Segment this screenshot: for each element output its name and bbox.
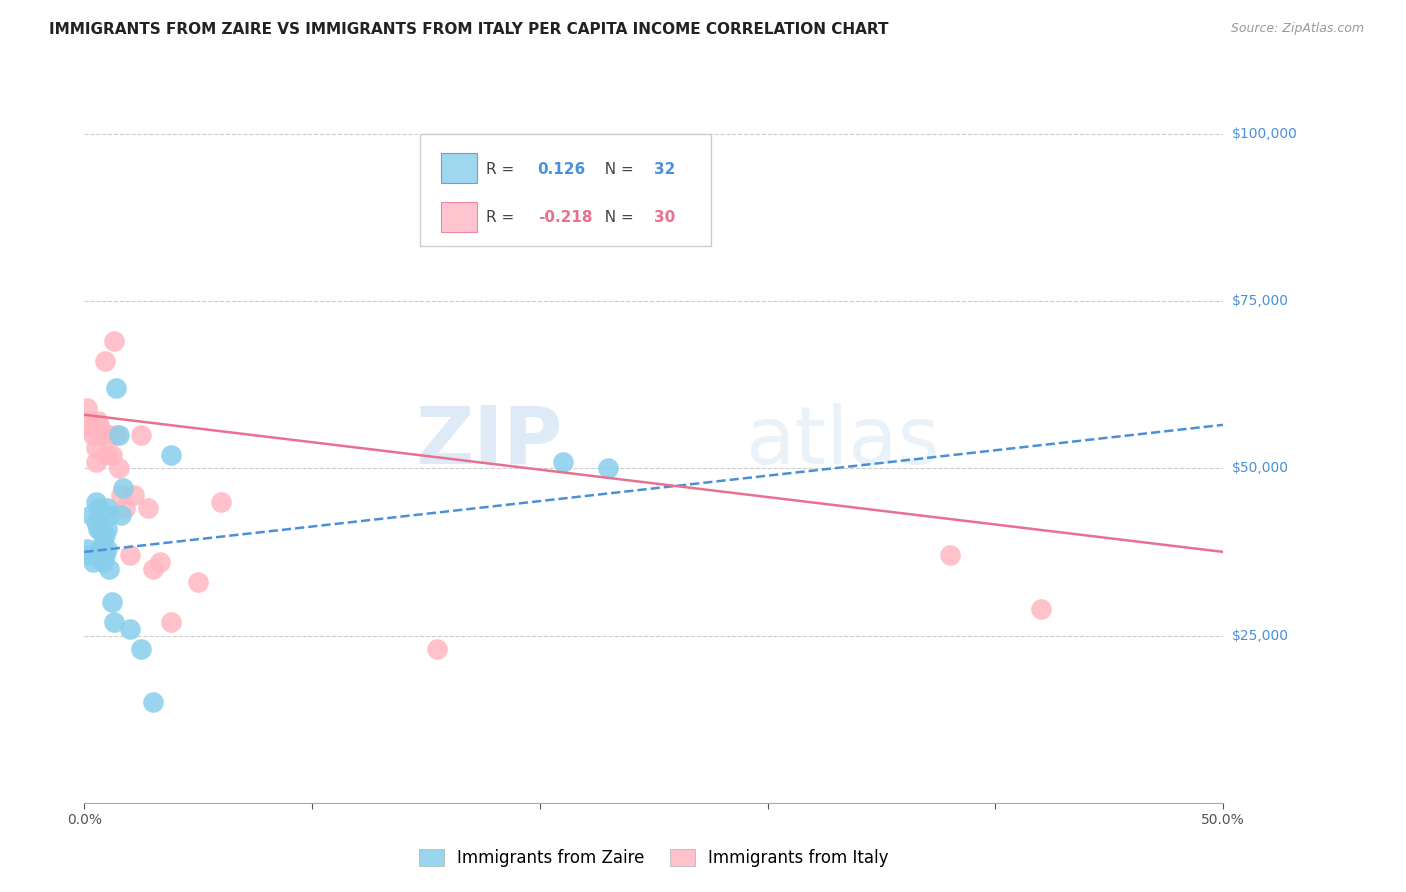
Point <box>131 642 153 657</box>
Point <box>105 427 128 442</box>
Point <box>87 414 110 428</box>
Point <box>107 427 129 442</box>
Text: N =: N = <box>595 161 638 177</box>
Point <box>77 548 100 563</box>
Point <box>82 427 104 442</box>
Text: ZIP: ZIP <box>415 402 562 481</box>
Text: $75,000: $75,000 <box>1232 294 1289 308</box>
Point <box>91 534 114 549</box>
Point <box>187 575 209 590</box>
Legend: Immigrants from Zaire, Immigrants from Italy: Immigrants from Zaire, Immigrants from I… <box>412 842 896 874</box>
Point <box>91 555 114 569</box>
Point <box>94 548 117 563</box>
Point <box>551 454 574 469</box>
Text: N =: N = <box>595 211 638 226</box>
Point <box>89 521 111 535</box>
Point <box>112 482 135 496</box>
Point <box>96 501 118 516</box>
Point <box>110 488 132 502</box>
Point <box>131 427 153 442</box>
Point <box>114 501 136 516</box>
Point <box>91 427 114 442</box>
Point <box>94 528 117 542</box>
Point <box>98 508 121 523</box>
Text: 32: 32 <box>654 161 675 177</box>
Point <box>105 381 128 395</box>
Point <box>136 501 159 516</box>
Point <box>939 548 962 563</box>
Point <box>100 448 122 462</box>
Point <box>96 448 118 462</box>
Point <box>598 461 620 475</box>
FancyBboxPatch shape <box>441 153 477 184</box>
Text: IMMIGRANTS FROM ZAIRE VS IMMIGRANTS FROM ITALY PER CAPITA INCOME CORRELATION CHA: IMMIGRANTS FROM ZAIRE VS IMMIGRANTS FROM… <box>49 22 889 37</box>
Point <box>77 414 100 428</box>
Point <box>142 562 165 576</box>
Point <box>82 555 104 569</box>
Point <box>76 541 98 556</box>
Point <box>100 595 122 609</box>
FancyBboxPatch shape <box>420 135 711 246</box>
Text: 30: 30 <box>654 211 675 226</box>
Point <box>160 615 183 630</box>
Text: 0.126: 0.126 <box>537 161 586 177</box>
Point <box>1029 602 1052 616</box>
Text: Source: ZipAtlas.com: Source: ZipAtlas.com <box>1230 22 1364 36</box>
Point <box>76 401 98 416</box>
Point <box>98 562 121 576</box>
Point <box>84 494 107 508</box>
Point <box>80 508 103 523</box>
Text: atlas: atlas <box>745 402 939 481</box>
Point <box>160 448 183 462</box>
Text: R =: R = <box>486 211 519 226</box>
Point <box>124 488 146 502</box>
Point <box>209 494 232 508</box>
Point <box>84 454 107 469</box>
FancyBboxPatch shape <box>441 202 477 232</box>
Text: $100,000: $100,000 <box>1232 127 1298 141</box>
Point <box>84 441 107 455</box>
Point <box>89 541 111 556</box>
Point <box>87 501 110 516</box>
Point <box>89 421 111 435</box>
Point <box>103 334 125 348</box>
Text: R =: R = <box>486 161 519 177</box>
Point <box>96 521 118 535</box>
Point <box>87 521 110 535</box>
Point <box>94 354 117 368</box>
Point <box>426 642 449 657</box>
Point <box>98 427 121 442</box>
Point <box>148 555 170 569</box>
Point <box>118 622 141 636</box>
Point <box>107 461 129 475</box>
Point <box>118 548 141 563</box>
Point <box>103 615 125 630</box>
Point <box>96 541 118 556</box>
Point <box>80 421 103 435</box>
Point <box>89 508 111 523</box>
Text: -0.218: -0.218 <box>537 211 592 226</box>
Point <box>142 696 165 710</box>
Point <box>84 515 107 529</box>
Text: $50,000: $50,000 <box>1232 461 1289 475</box>
Text: $25,000: $25,000 <box>1232 629 1289 642</box>
Point <box>110 508 132 523</box>
